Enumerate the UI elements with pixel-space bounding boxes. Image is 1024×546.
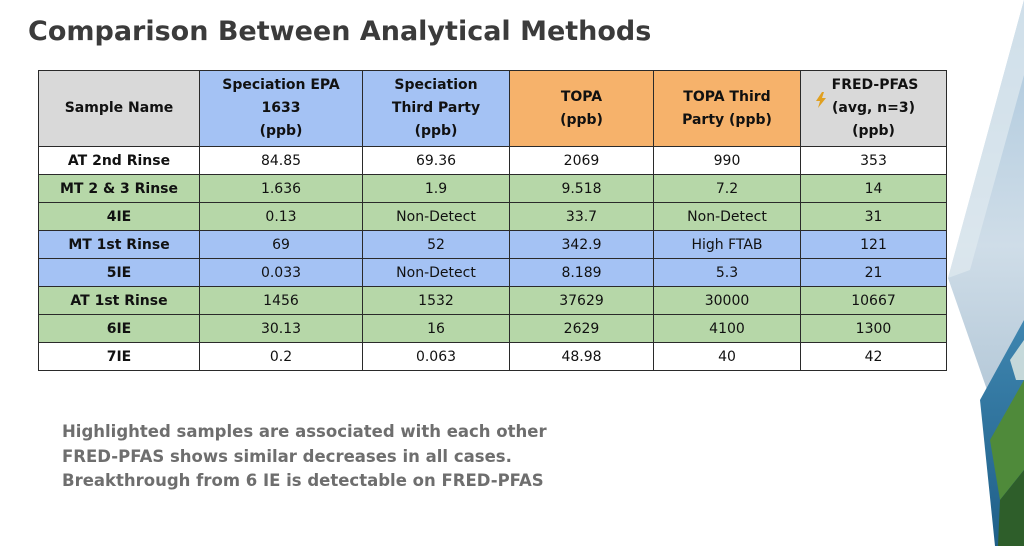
column-header-4: TOPA Third Party (ppb) [653, 70, 801, 147]
column-header-text: (ppb) [852, 123, 895, 139]
value-cell: 7.2 [653, 174, 801, 203]
sample-name-cell: AT 1st Rinse [38, 286, 200, 315]
note-similar-decreases: FRED-PFAS shows similar decreases in all… [62, 446, 512, 466]
table-header-row: Sample Name Speciation EPA 1633 (ppb) Specia… [38, 70, 947, 147]
sample-name-cell: MT 2 & 3 Rinse [38, 174, 200, 203]
value-cell: 30000 [653, 286, 801, 315]
column-header-text: Speciation EPA [222, 77, 340, 93]
note-associated-samples: Highlighted samples are associated with … [62, 422, 547, 441]
value-cell: 10667 [800, 286, 947, 315]
sample-name-cell: 6IE [38, 314, 200, 343]
value-cell: 9.518 [509, 174, 654, 203]
value-cell: 37629 [509, 286, 654, 315]
table-row: MT 2 & 3 Rinse 1.636 1.9 9.518 7.2 14 [38, 174, 947, 203]
sample-name-cell: 5IE [38, 258, 200, 287]
sample-name-cell: AT 2nd Rinse [38, 146, 200, 175]
table-row: AT 2nd Rinse 84.85 69.36 2069 990 353 [38, 146, 947, 175]
note-breakthrough: Breakthrough from 6 IE is detectable on … [62, 471, 544, 490]
value-cell: 1456 [199, 286, 363, 315]
value-cell: 8.189 [509, 258, 654, 287]
value-cell: 31 [800, 202, 947, 231]
column-header-text: (ppb) [560, 111, 603, 128]
value-cell: High FTAB [653, 230, 801, 259]
value-cell: 69 [199, 230, 363, 259]
value-cell: 4100 [653, 314, 801, 343]
table-row: 6IE 30.13 16 2629 4100 1300 [38, 314, 947, 343]
column-header-text: TOPA Third [683, 88, 771, 105]
value-cell: Non-Detect [362, 258, 510, 287]
column-header-text: FRED-PFAS [831, 77, 919, 93]
comparison-table: Sample Name Speciation EPA 1633 (ppb) Specia… [38, 70, 947, 371]
decorative-landscape-image [948, 0, 1024, 546]
table-row: 5IE 0.033 Non-Detect 8.189 5.3 21 [38, 258, 947, 287]
value-cell: 33.7 [509, 202, 654, 231]
value-cell: 42 [800, 342, 947, 371]
column-header-text: Speciation [394, 77, 478, 93]
sample-name-cell: 4IE [38, 202, 200, 231]
value-cell: 121 [800, 230, 947, 259]
column-header-3: TOPA (ppb) [509, 70, 654, 147]
value-cell: 40 [653, 342, 801, 371]
column-header-text: Third Party [391, 100, 481, 116]
value-cell: 0.033 [199, 258, 363, 287]
table-row: MT 1st Rinse 69 52 342.9 High FTAB 121 [38, 230, 947, 259]
table-body: AT 2nd Rinse 84.85 69.36 2069 990 353 MT 2 & 3… [38, 146, 947, 371]
table-row: 7IE 0.2 0.063 48.98 40 42 [38, 342, 947, 371]
value-cell: 52 [362, 230, 510, 259]
slide-title: Comparison Between Analytical Methods [28, 16, 652, 47]
column-header-text: 1633 [261, 100, 301, 116]
value-cell: 84.85 [199, 146, 363, 175]
column-header-1: Speciation EPA 1633 (ppb) [199, 70, 363, 147]
value-cell: 1532 [362, 286, 510, 315]
value-cell: 1.636 [199, 174, 363, 203]
value-cell: Non-Detect [653, 202, 801, 231]
column-header-2: Speciation Third Party (ppb) [362, 70, 510, 147]
sample-name-cell: 7IE [38, 342, 200, 371]
column-header-0: Sample Name [38, 70, 200, 147]
value-cell: 1300 [800, 314, 947, 343]
column-header-5: FRED-PFAS (avg, n=3) (ppb) [800, 70, 947, 147]
value-cell: 2629 [509, 314, 654, 343]
value-cell: 14 [800, 174, 947, 203]
column-header-text: Party (ppb) [682, 111, 772, 128]
value-cell: 21 [800, 258, 947, 287]
table-row: 4IE 0.13 Non-Detect 33.7 Non-Detect 31 [38, 202, 947, 231]
value-cell: 0.13 [199, 202, 363, 231]
value-cell: 0.2 [199, 342, 363, 371]
value-cell: 69.36 [362, 146, 510, 175]
sample-name-cell: MT 1st Rinse [38, 230, 200, 259]
value-cell: 30.13 [199, 314, 363, 343]
column-header-text: TOPA [560, 88, 603, 105]
value-cell: 48.98 [509, 342, 654, 371]
column-header-text: (avg, n=3) [831, 100, 916, 116]
value-cell: Non-Detect [362, 202, 510, 231]
value-cell: 342.9 [509, 230, 654, 259]
value-cell: 5.3 [653, 258, 801, 287]
value-cell: 353 [800, 146, 947, 175]
value-cell: 1.9 [362, 174, 510, 203]
column-header-text: (ppb) [259, 123, 303, 139]
column-header-text: (ppb) [414, 123, 458, 139]
column-header-text: Sample Name [64, 100, 174, 116]
value-cell: 16 [362, 314, 510, 343]
value-cell: 2069 [509, 146, 654, 175]
value-cell: 990 [653, 146, 801, 175]
table-row: AT 1st Rinse 1456 1532 37629 30000 10667 [38, 286, 947, 315]
notes-block: Highlighted samples are associated with … [62, 420, 547, 494]
value-cell: 0.063 [362, 342, 510, 371]
